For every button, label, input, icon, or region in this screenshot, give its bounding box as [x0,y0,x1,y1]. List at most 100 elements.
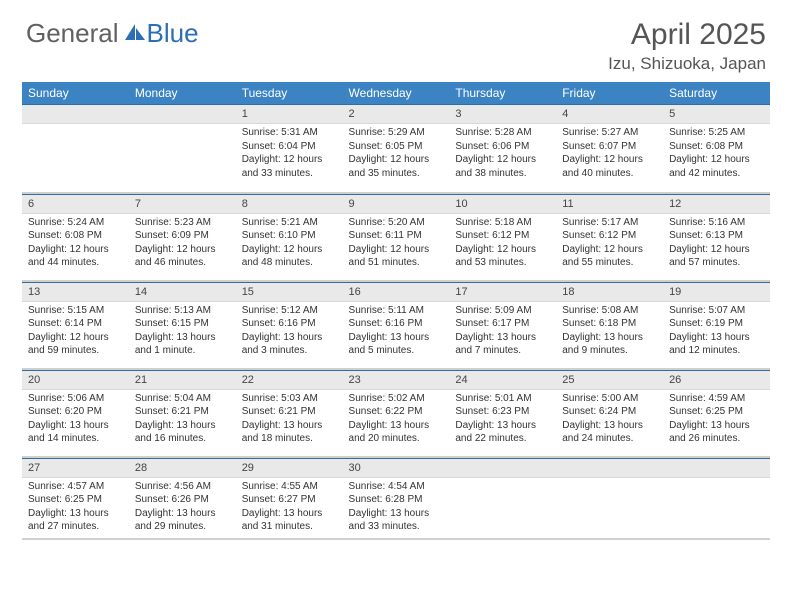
day-number-empty [22,105,129,124]
day-number: 19 [663,282,770,302]
calendar-cell: 9Sunrise: 5:20 AMSunset: 6:11 PMDaylight… [343,193,450,281]
day-info: Sunrise: 5:03 AMSunset: 6:21 PMDaylight:… [236,390,343,450]
calendar-cell: 8Sunrise: 5:21 AMSunset: 6:10 PMDaylight… [236,193,343,281]
day-info: Sunrise: 5:08 AMSunset: 6:18 PMDaylight:… [556,302,663,362]
day-info: Sunrise: 4:56 AMSunset: 6:26 PMDaylight:… [129,478,236,538]
calendar-cell: 6Sunrise: 5:24 AMSunset: 6:08 PMDaylight… [22,193,129,281]
day-number: 22 [236,370,343,390]
calendar-week-row: 20Sunrise: 5:06 AMSunset: 6:20 PMDayligh… [22,369,770,457]
weekday-row: SundayMondayTuesdayWednesdayThursdayFrid… [22,82,770,105]
calendar-cell [556,457,663,539]
day-number: 26 [663,370,770,390]
day-info: Sunrise: 5:07 AMSunset: 6:19 PMDaylight:… [663,302,770,362]
day-number: 8 [236,194,343,214]
calendar-cell: 21Sunrise: 5:04 AMSunset: 6:21 PMDayligh… [129,369,236,457]
day-number: 10 [449,194,556,214]
calendar-cell: 10Sunrise: 5:18 AMSunset: 6:12 PMDayligh… [449,193,556,281]
day-number: 9 [343,194,450,214]
calendar-cell [22,105,129,193]
day-info: Sunrise: 4:55 AMSunset: 6:27 PMDaylight:… [236,478,343,538]
calendar-cell: 12Sunrise: 5:16 AMSunset: 6:13 PMDayligh… [663,193,770,281]
day-info: Sunrise: 5:02 AMSunset: 6:22 PMDaylight:… [343,390,450,450]
day-number: 1 [236,105,343,124]
day-info: Sunrise: 5:09 AMSunset: 6:17 PMDaylight:… [449,302,556,362]
day-info: Sunrise: 5:11 AMSunset: 6:16 PMDaylight:… [343,302,450,362]
logo-sail-icon [123,18,147,49]
day-number: 5 [663,105,770,124]
location: Izu, Shizuoka, Japan [608,54,766,74]
day-number: 25 [556,370,663,390]
day-number: 14 [129,282,236,302]
day-info: Sunrise: 5:13 AMSunset: 6:15 PMDaylight:… [129,302,236,362]
day-info-empty [22,124,129,174]
day-info: Sunrise: 5:18 AMSunset: 6:12 PMDaylight:… [449,214,556,274]
day-number: 23 [343,370,450,390]
day-number-empty [449,458,556,478]
day-number: 4 [556,105,663,124]
day-number: 29 [236,458,343,478]
calendar-cell: 18Sunrise: 5:08 AMSunset: 6:18 PMDayligh… [556,281,663,369]
calendar-cell: 13Sunrise: 5:15 AMSunset: 6:14 PMDayligh… [22,281,129,369]
day-info: Sunrise: 5:24 AMSunset: 6:08 PMDaylight:… [22,214,129,274]
day-info: Sunrise: 5:01 AMSunset: 6:23 PMDaylight:… [449,390,556,450]
day-info: Sunrise: 5:17 AMSunset: 6:12 PMDaylight:… [556,214,663,274]
day-info: Sunrise: 4:59 AMSunset: 6:25 PMDaylight:… [663,390,770,450]
calendar-cell: 2Sunrise: 5:29 AMSunset: 6:05 PMDaylight… [343,105,450,193]
calendar-cell: 24Sunrise: 5:01 AMSunset: 6:23 PMDayligh… [449,369,556,457]
month-year: April 2025 [608,18,766,52]
day-number: 17 [449,282,556,302]
day-info: Sunrise: 5:25 AMSunset: 6:08 PMDaylight:… [663,124,770,184]
calendar-week-row: 6Sunrise: 5:24 AMSunset: 6:08 PMDaylight… [22,193,770,281]
calendar-cell: 19Sunrise: 5:07 AMSunset: 6:19 PMDayligh… [663,281,770,369]
calendar-cell: 28Sunrise: 4:56 AMSunset: 6:26 PMDayligh… [129,457,236,539]
day-number: 3 [449,105,556,124]
weekday-header: Monday [129,82,236,105]
logo: General Blue [26,18,199,49]
day-info: Sunrise: 4:57 AMSunset: 6:25 PMDaylight:… [22,478,129,538]
day-number: 7 [129,194,236,214]
calendar-cell: 25Sunrise: 5:00 AMSunset: 6:24 PMDayligh… [556,369,663,457]
calendar-week-row: 27Sunrise: 4:57 AMSunset: 6:25 PMDayligh… [22,457,770,539]
calendar-cell: 11Sunrise: 5:17 AMSunset: 6:12 PMDayligh… [556,193,663,281]
calendar-cell [663,457,770,539]
calendar-cell: 5Sunrise: 5:25 AMSunset: 6:08 PMDaylight… [663,105,770,193]
day-number: 18 [556,282,663,302]
day-number: 6 [22,194,129,214]
weekday-header: Tuesday [236,82,343,105]
day-number: 24 [449,370,556,390]
day-info-empty [449,478,556,528]
calendar-cell [129,105,236,193]
calendar-cell: 4Sunrise: 5:27 AMSunset: 6:07 PMDaylight… [556,105,663,193]
weekday-header: Saturday [663,82,770,105]
day-info: Sunrise: 5:29 AMSunset: 6:05 PMDaylight:… [343,124,450,184]
calendar-cell: 30Sunrise: 4:54 AMSunset: 6:28 PMDayligh… [343,457,450,539]
logo-text-right: Blue [147,18,199,49]
calendar-table: SundayMondayTuesdayWednesdayThursdayFrid… [22,82,770,540]
logo-text-left: General [26,18,119,49]
weekday-header: Thursday [449,82,556,105]
day-number: 28 [129,458,236,478]
day-info: Sunrise: 5:00 AMSunset: 6:24 PMDaylight:… [556,390,663,450]
day-info: Sunrise: 5:20 AMSunset: 6:11 PMDaylight:… [343,214,450,274]
day-info: Sunrise: 5:21 AMSunset: 6:10 PMDaylight:… [236,214,343,274]
day-number: 11 [556,194,663,214]
day-number-empty [129,105,236,124]
calendar-cell: 27Sunrise: 4:57 AMSunset: 6:25 PMDayligh… [22,457,129,539]
calendar-cell: 1Sunrise: 5:31 AMSunset: 6:04 PMDaylight… [236,105,343,193]
day-number: 16 [343,282,450,302]
day-number: 15 [236,282,343,302]
calendar-cell: 17Sunrise: 5:09 AMSunset: 6:17 PMDayligh… [449,281,556,369]
day-info: Sunrise: 5:15 AMSunset: 6:14 PMDaylight:… [22,302,129,362]
calendar-cell: 26Sunrise: 4:59 AMSunset: 6:25 PMDayligh… [663,369,770,457]
day-number: 20 [22,370,129,390]
day-info: Sunrise: 5:04 AMSunset: 6:21 PMDaylight:… [129,390,236,450]
day-info-empty [129,124,236,174]
weekday-header: Sunday [22,82,129,105]
calendar-body: 1Sunrise: 5:31 AMSunset: 6:04 PMDaylight… [22,105,770,539]
calendar-cell: 29Sunrise: 4:55 AMSunset: 6:27 PMDayligh… [236,457,343,539]
day-info: Sunrise: 5:27 AMSunset: 6:07 PMDaylight:… [556,124,663,184]
day-info: Sunrise: 5:12 AMSunset: 6:16 PMDaylight:… [236,302,343,362]
day-info: Sunrise: 5:16 AMSunset: 6:13 PMDaylight:… [663,214,770,274]
day-number-empty [556,458,663,478]
day-info-empty [556,478,663,528]
